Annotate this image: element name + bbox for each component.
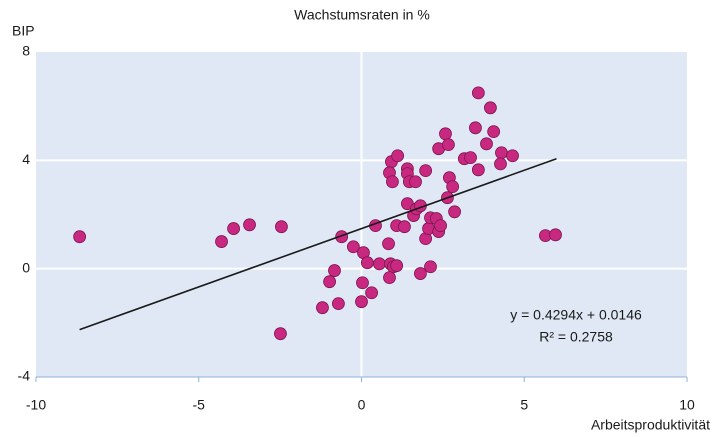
point	[424, 260, 437, 274]
point	[383, 271, 396, 285]
point	[471, 86, 485, 100]
point	[365, 286, 378, 300]
trendline	[79, 157, 557, 331]
point	[434, 219, 447, 233]
point	[495, 146, 508, 160]
point	[386, 175, 399, 189]
point	[73, 230, 87, 244]
point	[382, 237, 395, 251]
point	[274, 327, 287, 341]
point	[398, 220, 411, 234]
point	[414, 267, 427, 280]
point	[469, 121, 482, 135]
point	[373, 257, 386, 271]
point	[494, 157, 507, 171]
point	[471, 163, 485, 177]
chart-title: Wachstumsraten in %	[294, 7, 430, 23]
x-tick-label: 5	[520, 397, 528, 413]
y-tick-label: 4	[22, 151, 30, 167]
point	[328, 264, 341, 277]
point	[335, 230, 349, 244]
point	[243, 218, 256, 232]
y-tick-label: -4	[18, 368, 31, 384]
point	[483, 101, 497, 115]
x-axis-label: Arbeitsproduktivität	[591, 417, 710, 433]
x-tick-label: -5	[193, 397, 206, 413]
point	[487, 125, 501, 139]
point	[316, 301, 329, 315]
x-tick-label: 0	[358, 397, 366, 413]
point	[355, 295, 368, 309]
point	[442, 138, 455, 152]
point	[323, 275, 337, 289]
point	[356, 276, 369, 290]
y-tick-label: 8	[22, 43, 30, 59]
point	[439, 127, 452, 141]
annotation: y = 0.4294x + 0.0146	[510, 307, 642, 323]
point	[506, 149, 519, 163]
point	[448, 205, 461, 219]
y-axis-label: BIP	[12, 23, 35, 39]
point	[480, 137, 493, 151]
point	[227, 222, 240, 235]
annotation: R² = 0.2758	[539, 329, 613, 345]
point	[346, 240, 360, 254]
point	[409, 175, 422, 189]
point	[419, 164, 433, 178]
point	[391, 149, 405, 163]
y-tick-label: 0	[22, 259, 30, 275]
point	[549, 228, 562, 242]
x-tick-label: 10	[679, 397, 695, 413]
point	[331, 297, 345, 311]
point	[464, 151, 477, 165]
point	[390, 259, 404, 273]
point	[360, 256, 374, 270]
point	[446, 180, 460, 194]
point	[215, 235, 228, 248]
point	[275, 220, 288, 234]
x-tick-label: -10	[26, 397, 46, 413]
